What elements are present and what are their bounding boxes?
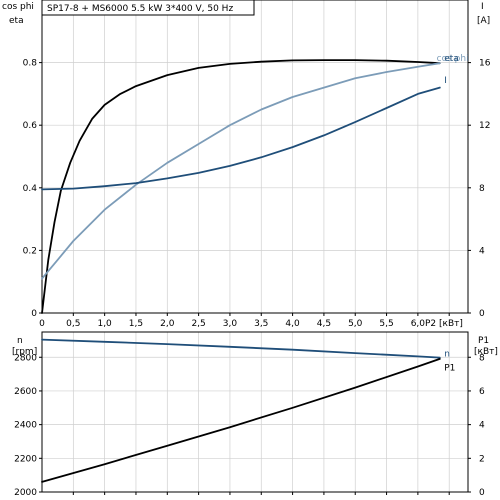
top-x-tick-label: 4,5 <box>317 319 331 329</box>
top-right-tick-label: 4 <box>479 246 485 256</box>
top-x-tick-label: 5,5 <box>379 319 393 329</box>
top-x-tick-label: 2,5 <box>191 319 205 329</box>
bottom-right-tick-label: 6 <box>479 387 485 397</box>
bottom-plot-frame <box>41 331 469 493</box>
top-x-tick-label: 1,0 <box>97 319 112 329</box>
bottom-left-tick-label: 2200 <box>14 454 37 464</box>
bottom-left-axis-label-line1: n <box>17 336 23 346</box>
top-plot: 0 0.2 0.4 0.6 0.8 0 4 8 12 16 0 0,5 1,0 1,5 2,0 2,5 3,0 3… <box>23 0 491 329</box>
top-left-tick-label: 0.6 <box>23 121 38 131</box>
bottom-right-tick-label: 2 <box>479 454 485 464</box>
chart-title: SP17-8 + MS6000 5.5 kW 3*400 V, 50 Hz <box>47 4 233 14</box>
top-left-tick-label: 0.8 <box>23 59 38 69</box>
bottom-right-axis-label-line1: P1 <box>478 336 489 346</box>
top-curve-label-i: I <box>444 76 447 86</box>
top-x-tick-label: 2,0 <box>160 319 175 329</box>
bottom-plot: 2000 2200 2400 2600 2800 0 2 4 6 8 n P1 <box>14 331 485 498</box>
top-curve-label-cos-phi: cos phi <box>437 54 469 64</box>
bottom-right-axis-label-line2: [кВт] <box>474 347 498 357</box>
bottom-series-p1 <box>41 357 441 483</box>
top-x-axis-label: P2 [кВт] <box>425 319 463 329</box>
top-series-i <box>41 86 441 191</box>
bottom-curve-label-p1: P1 <box>444 364 455 374</box>
top-left-tick-label: 0.2 <box>23 246 37 256</box>
bottom-plot-ticks: 2000 2200 2400 2600 2800 0 2 4 6 8 <box>14 353 485 498</box>
top-right-axis-label-line1: I <box>481 2 484 12</box>
top-x-tick-label: 3,5 <box>254 319 268 329</box>
top-right-tick-label: 12 <box>479 121 490 131</box>
top-x-tick-label: 0,5 <box>66 319 80 329</box>
top-left-axis-label-line2: eta <box>9 16 24 26</box>
top-right-tick-label: 0 <box>479 309 485 319</box>
bottom-plot-grid <box>42 332 468 492</box>
top-left-tick-label: 0 <box>31 309 37 319</box>
top-right-tick-label: 8 <box>479 184 485 194</box>
bottom-left-tick-label: 2600 <box>14 387 37 397</box>
bottom-curve-label-n: n <box>444 349 450 359</box>
top-plot-ticks: 0 0.2 0.4 0.6 0.8 0 4 8 12 16 0 0,5 1,0 1,5 2,0 2,5 3,0 3… <box>23 59 491 329</box>
bottom-left-tick-label: 2800 <box>14 353 37 363</box>
top-x-tick-label: 4,0 <box>285 319 300 329</box>
bottom-plot-curve-labels: n P1 <box>444 349 455 373</box>
top-x-tick-label: 6,0 <box>411 319 426 329</box>
bottom-plot-series <box>41 338 441 483</box>
top-x-tick-label: 0 <box>39 319 45 329</box>
top-series-eta <box>41 62 441 280</box>
top-right-axis-label-line2: [A] <box>477 16 490 26</box>
bottom-series-n <box>41 338 441 359</box>
bottom-left-tick-label: 2400 <box>14 421 37 431</box>
top-left-axis-label-line1: cos phi <box>2 2 34 12</box>
top-plot-series <box>41 59 441 314</box>
bottom-right-tick-label: 4 <box>479 421 485 431</box>
bottom-right-tick-label: 8 <box>479 353 485 363</box>
bottom-left-axis-label-line2: [rpm] <box>12 347 37 357</box>
top-x-tick-label: 5,0 <box>348 319 363 329</box>
top-plot-frame <box>41 0 469 314</box>
title-box <box>41 0 255 16</box>
top-right-tick-label: 16 <box>479 59 491 69</box>
top-curve-label-eta: eta <box>444 54 459 64</box>
bottom-right-tick-label: 0 <box>479 488 485 498</box>
top-x-tick-label: 1,5 <box>129 319 143 329</box>
top-series-cos-phi <box>41 59 441 314</box>
top-left-tick-label: 0.4 <box>23 184 38 194</box>
bottom-left-tick-label: 2000 <box>14 488 37 498</box>
top-x-tick-label: 3,0 <box>223 319 238 329</box>
